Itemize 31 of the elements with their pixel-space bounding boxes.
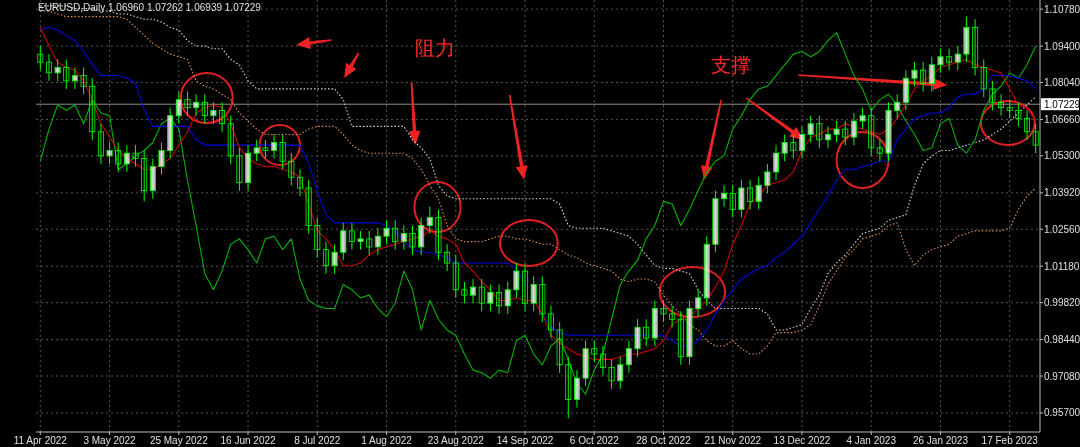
ytick: 0.98440 — [1044, 334, 1080, 346]
annotation: 支撑 — [710, 53, 751, 77]
xtick: 23 Aug 2022 — [427, 435, 484, 446]
xtick: 13 Dec 2022 — [773, 435, 831, 446]
ref-label: 1.07229 — [1044, 98, 1080, 110]
xtick: 26 Jan 2023 — [912, 435, 968, 446]
ytick: 1.10780 — [1044, 3, 1080, 15]
xtick: 17 Feb 2023 — [981, 435, 1038, 446]
ytick: 0.97080 — [1044, 370, 1080, 382]
xtick: 21 Nov 2022 — [704, 435, 762, 446]
ytick: 0.99820 — [1044, 297, 1080, 309]
xtick: 1 Aug 2022 — [361, 435, 412, 446]
ytick: 0.95700 — [1044, 407, 1080, 419]
xtick: 4 Jan 2023 — [846, 435, 896, 446]
xtick: 8 Jul 2022 — [294, 435, 341, 446]
xtick: 11 Apr 2022 — [13, 435, 67, 446]
ytick: 1.06660 — [1044, 113, 1080, 125]
xtick: 16 Jun 2022 — [220, 435, 276, 446]
annotation: 阻力 — [414, 36, 455, 60]
ytick: 1.01180 — [1044, 260, 1080, 272]
xtick: 6 Oct 2022 — [569, 435, 619, 446]
xtick: 3 May 2022 — [83, 435, 136, 446]
xtick: 28 Oct 2022 — [636, 435, 691, 446]
xtick: 25 May 2022 — [149, 435, 208, 446]
title: EURUSD,Daily 1.06960 1.07262 1.06939 1.07229 — [38, 2, 261, 13]
ytick: 1.08040 — [1044, 77, 1080, 88]
ytick: 1.05300 — [1044, 150, 1080, 162]
xtick: 14 Sep 2022 — [496, 435, 554, 446]
ytick: 1.02560 — [1044, 223, 1080, 235]
ytick: 1.03920 — [1044, 187, 1080, 199]
ytick: 1.09400 — [1044, 40, 1080, 52]
